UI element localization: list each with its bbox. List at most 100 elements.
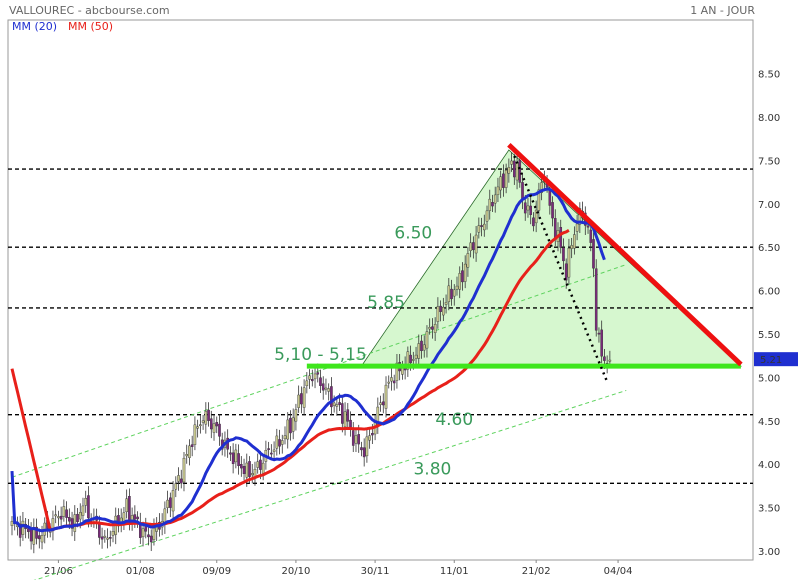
candle-body — [283, 435, 287, 440]
horizontal-levels — [8, 168, 753, 484]
candle-body — [338, 402, 341, 405]
candle-body — [256, 461, 260, 468]
candle-body — [59, 515, 63, 520]
candle-body — [166, 499, 169, 508]
candle-body — [425, 331, 429, 349]
candle-body — [510, 160, 513, 165]
candle-body — [351, 430, 355, 446]
candle-body — [70, 518, 74, 529]
candle-body — [218, 423, 221, 437]
candle-body — [280, 440, 284, 445]
candle-body — [128, 496, 131, 522]
candle-body — [103, 535, 107, 538]
candle-body — [29, 528, 33, 542]
candle-body — [502, 173, 505, 188]
candle-body — [185, 454, 189, 457]
candle-body — [513, 160, 516, 178]
candle-body — [237, 453, 240, 467]
candle-body — [111, 531, 115, 536]
candle-body — [518, 159, 522, 183]
candle-body — [242, 466, 246, 475]
candle-body — [302, 387, 306, 408]
candle-body — [188, 445, 191, 458]
candle-body — [592, 239, 595, 269]
candle-body — [229, 452, 232, 455]
candle-body — [532, 217, 535, 227]
candle-body — [261, 462, 265, 474]
candle-body — [21, 520, 25, 535]
candle-body — [466, 253, 470, 268]
candle-body — [477, 225, 481, 233]
candle-body — [98, 523, 101, 538]
candle-body — [368, 435, 371, 441]
candle-body — [278, 439, 281, 447]
candle-body — [209, 418, 213, 430]
x-tick-label: 04/04 — [604, 566, 633, 577]
candle-body — [65, 509, 68, 518]
legend-ma20: MM (20) — [12, 20, 57, 33]
candle-body — [455, 285, 459, 290]
candle-body — [360, 447, 363, 451]
candle-body — [171, 490, 175, 512]
candle-body — [324, 387, 328, 390]
candle-body — [428, 327, 431, 330]
candle-body — [84, 498, 88, 506]
candle-body — [204, 411, 208, 425]
candle-body — [286, 419, 290, 440]
candle-body — [108, 537, 112, 539]
candle-body — [332, 402, 336, 406]
candle-body — [207, 409, 210, 421]
candle-body — [567, 248, 571, 278]
candle-body — [540, 182, 543, 193]
candle-body — [474, 234, 478, 254]
candle-body — [125, 498, 128, 513]
candle-body — [294, 409, 298, 422]
last-price-label: 5.21 — [760, 355, 782, 366]
candle-body — [179, 478, 183, 484]
candle-body — [534, 209, 538, 224]
candle-body — [491, 202, 494, 207]
candle-body — [141, 528, 145, 538]
candle-body — [152, 527, 156, 540]
candle-body — [245, 462, 249, 478]
candle-body — [357, 434, 361, 445]
candle-body — [335, 404, 339, 407]
candle-body — [193, 424, 197, 445]
ma20-line — [10, 187, 606, 533]
candle-body — [499, 176, 502, 191]
x-tick-label: 11/01 — [440, 566, 469, 577]
x-axis: 21/06 01/08 09/09 20/10 30/11 11/01 21/02 04/04 — [44, 560, 632, 577]
candle-body — [409, 354, 412, 364]
candle-body — [259, 459, 262, 470]
candle-body — [215, 422, 219, 427]
candle-body — [81, 505, 85, 516]
candle-body — [442, 306, 445, 316]
candle-body — [343, 411, 347, 428]
candle-body — [395, 362, 399, 381]
candle-body — [316, 372, 320, 375]
candle-body — [452, 289, 456, 297]
y-tick-label: 7.50 — [758, 156, 780, 167]
y-tick-label: 3.00 — [758, 547, 780, 558]
level-annotation: 3.80 — [413, 460, 451, 480]
candle-body — [485, 210, 489, 222]
candle-body — [422, 344, 426, 351]
candle-body — [480, 225, 483, 227]
last-price-marker: 5.21 — [754, 352, 798, 367]
trend-channel — [11, 264, 627, 580]
candle-body — [570, 245, 573, 249]
candle-body — [270, 452, 273, 455]
candle-body — [526, 205, 530, 211]
level-annotations: 6.50 5,85 5,10 - 5,15 4.60 3.80 — [274, 224, 473, 480]
candle-body — [231, 452, 235, 465]
candlesticks — [10, 152, 612, 554]
x-tick-label: 01/08 — [126, 566, 155, 577]
candle-body — [240, 464, 243, 469]
candle-body — [190, 444, 194, 447]
candle-body — [414, 354, 418, 359]
channel-lower-line — [33, 389, 627, 580]
candle-body — [469, 242, 472, 251]
candle-body — [562, 247, 565, 262]
candle-body — [300, 393, 303, 405]
